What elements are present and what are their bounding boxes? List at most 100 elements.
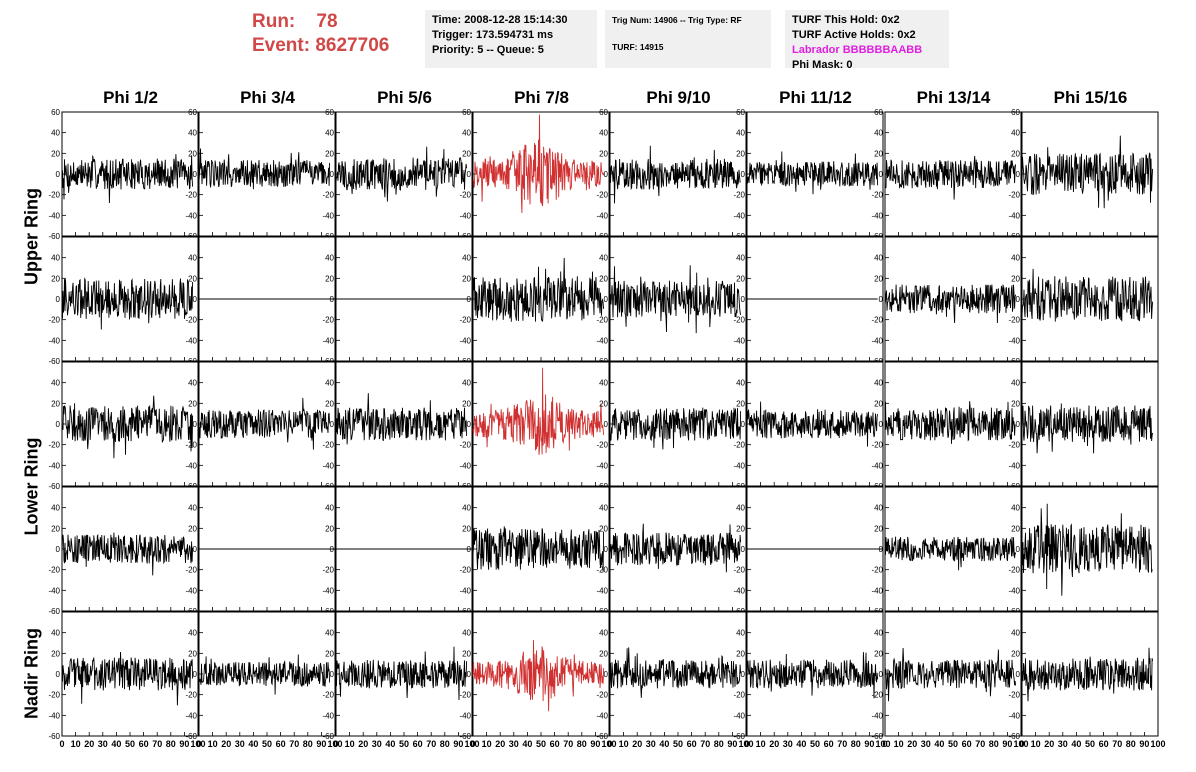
y-tick-label: 0 (330, 545, 335, 554)
turf-this-hold: TURF This Hold: 0x2 (792, 14, 900, 26)
y-tick-label: 20 (599, 149, 608, 158)
x-tick-label: 80 (714, 739, 724, 749)
y-tick-label: 60 (874, 108, 883, 117)
x-tick-label: 90 (727, 739, 737, 749)
x-tick-label: 50 (125, 739, 135, 749)
y-tick-label: 20 (188, 274, 197, 283)
y-tick-label: -20 (596, 441, 608, 450)
waveform-panel-r5-c3: -60 -40 -20 0 20 40 (322, 611, 473, 741)
y-tick-label: 20 (1011, 149, 1020, 158)
x-tick-label: 90 (864, 739, 874, 749)
waveform-trace (884, 647, 1017, 702)
y-tick-label: 60 (188, 108, 197, 117)
y-tick-label: 60 (325, 108, 334, 117)
y-tick-label: 0 (330, 170, 335, 179)
y-tick-label: 20 (51, 149, 60, 158)
x-tick-label: 70 (152, 739, 162, 749)
y-tick-label: 60 (736, 108, 745, 117)
y-tick-label: -60 (733, 732, 745, 741)
y-tick-label: 0 (604, 420, 609, 429)
trig-num-text: Trig Num: 14906 -- Trig Type: RF (612, 15, 742, 25)
x-tick-label: 100 (1013, 739, 1028, 749)
y-tick-label: 40 (874, 129, 883, 138)
y-tick-label: 40 (325, 254, 334, 263)
x-tick-label: 10 (1031, 739, 1041, 749)
y-tick-label: 40 (462, 254, 471, 263)
x-tick-label: 40 (522, 739, 532, 749)
turf-active-holds: TURF Active Holds: 0x2 (792, 29, 916, 41)
y-tick-label: 40 (462, 379, 471, 388)
y-tick-label: -60 (48, 232, 60, 241)
y-tick-label: -40 (185, 336, 197, 345)
y-tick-label: -20 (733, 441, 745, 450)
y-tick-label: 0 (1016, 670, 1021, 679)
waveform-panel-r2-c1: -60 -40 -20 0 20 40 (48, 236, 199, 366)
y-tick-label: 60 (462, 108, 471, 117)
x-tick-label: 80 (989, 739, 999, 749)
x-tick-label: 30 (98, 739, 108, 749)
x-tick-label: 50 (948, 739, 958, 749)
y-tick-label: -20 (459, 691, 471, 700)
y-tick-label: -20 (1008, 191, 1020, 200)
x-tick-label: 20 (221, 739, 231, 749)
y-tick-label: 20 (325, 649, 334, 658)
x-tick-label: 40 (248, 739, 258, 749)
y-tick-label: 20 (462, 399, 471, 408)
waveform-trace (472, 367, 605, 455)
y-tick-label: 40 (1011, 379, 1020, 388)
x-tick-label: 30 (921, 739, 931, 749)
y-tick-label: 40 (51, 504, 60, 513)
y-tick-label: 20 (188, 649, 197, 658)
y-tick-label: 40 (1011, 129, 1020, 138)
x-tick-label: 100 (327, 739, 342, 749)
y-tick-label: 20 (736, 649, 745, 658)
waveform-trace (335, 146, 468, 202)
phi-header-6: Phi 11/12 (779, 88, 852, 107)
x-tick-label: 100 (738, 739, 753, 749)
x-tick-label: 90 (453, 739, 463, 749)
waveform-trace (198, 148, 331, 190)
y-tick-label: -40 (596, 711, 608, 720)
y-tick-label: 20 (462, 524, 471, 533)
x-tick-label: 10 (345, 739, 355, 749)
y-tick-label: 40 (188, 504, 197, 513)
y-tick-label: 40 (736, 504, 745, 513)
y-tick-label: -20 (48, 316, 60, 325)
x-tick-label: 0 (470, 739, 475, 749)
x-tick-label: 30 (783, 739, 793, 749)
phi-header-2: Phi 3/4 (240, 88, 295, 107)
x-tick-label: 60 (139, 739, 149, 749)
x-tick-label: 0 (196, 739, 201, 749)
waveform-trace (472, 114, 605, 214)
x-tick-label: 40 (385, 739, 395, 749)
y-tick-label: 0 (56, 670, 61, 679)
y-tick-label: 40 (462, 629, 471, 638)
x-tick-label: 70 (975, 739, 985, 749)
y-tick-label: 40 (599, 129, 608, 138)
y-tick-label: -40 (871, 211, 883, 220)
y-tick-label: -20 (48, 191, 60, 200)
x-tick-label: 50 (1085, 739, 1095, 749)
event-label: Event: (252, 35, 311, 56)
x-tick-label: 60 (1099, 739, 1109, 749)
x-tick-label: 80 (851, 739, 861, 749)
waveform-trace (884, 536, 1017, 571)
y-tick-label: -40 (1008, 586, 1020, 595)
y-tick-label: 20 (874, 649, 883, 658)
waveform-trace (1021, 268, 1154, 322)
y-tick-label: 20 (599, 274, 608, 283)
waveform-trace (884, 401, 1016, 444)
x-tick-label: 40 (1071, 739, 1081, 749)
y-tick-label: -20 (185, 441, 197, 450)
time-info-box: Time: 2008-12-28 15:14:30 Trigger: 173.5… (425, 10, 597, 68)
waveform-trace (335, 646, 468, 701)
y-tick-label: -20 (871, 691, 883, 700)
y-tick-label: 40 (874, 504, 883, 513)
